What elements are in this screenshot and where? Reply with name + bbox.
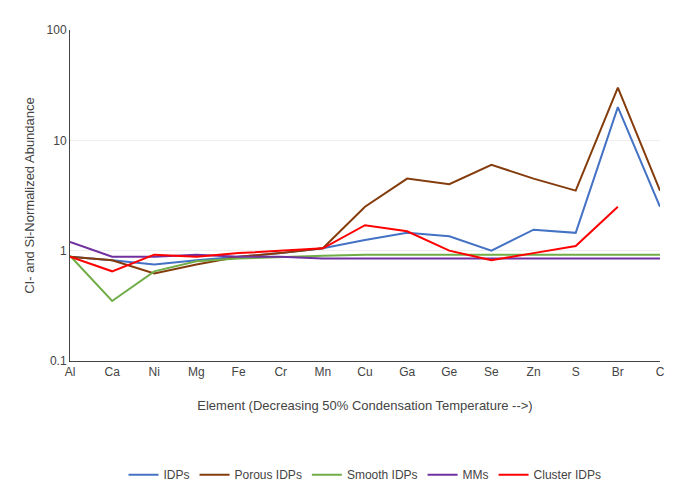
svg-text:Ge: Ge xyxy=(441,365,457,379)
svg-text:Smooth IDPs: Smooth IDPs xyxy=(347,468,418,482)
svg-text:C: C xyxy=(656,365,665,379)
svg-text:Ca: Ca xyxy=(104,365,120,379)
svg-text:IDPs: IDPs xyxy=(164,468,190,482)
svg-text:Cr: Cr xyxy=(274,365,287,379)
svg-text:Cu: Cu xyxy=(357,365,372,379)
svg-text:Zn: Zn xyxy=(527,365,541,379)
svg-text:Ga: Ga xyxy=(399,365,415,379)
svg-text:Mg: Mg xyxy=(188,365,205,379)
svg-text:1: 1 xyxy=(60,244,67,258)
svg-text:CI- and Si-Normalized Abundanc: CI- and Si-Normalized Abundance xyxy=(22,97,37,294)
svg-text:S: S xyxy=(572,365,580,379)
svg-text:Ni: Ni xyxy=(149,365,160,379)
svg-text:Mn: Mn xyxy=(315,365,332,379)
svg-text:10: 10 xyxy=(53,134,67,148)
svg-text:100: 100 xyxy=(47,23,67,37)
svg-text:0.1: 0.1 xyxy=(50,354,67,368)
svg-text:Cluster IDPs: Cluster IDPs xyxy=(534,468,601,482)
svg-text:Porous IDPs: Porous IDPs xyxy=(235,468,302,482)
svg-text:Se: Se xyxy=(484,365,499,379)
svg-text:MMs: MMs xyxy=(463,468,489,482)
svg-text:Element (Decreasing 50% Conden: Element (Decreasing 50% Condensation Tem… xyxy=(197,398,532,413)
svg-text:Br: Br xyxy=(612,365,624,379)
svg-text:Fe: Fe xyxy=(232,365,246,379)
svg-text:Al: Al xyxy=(65,365,76,379)
